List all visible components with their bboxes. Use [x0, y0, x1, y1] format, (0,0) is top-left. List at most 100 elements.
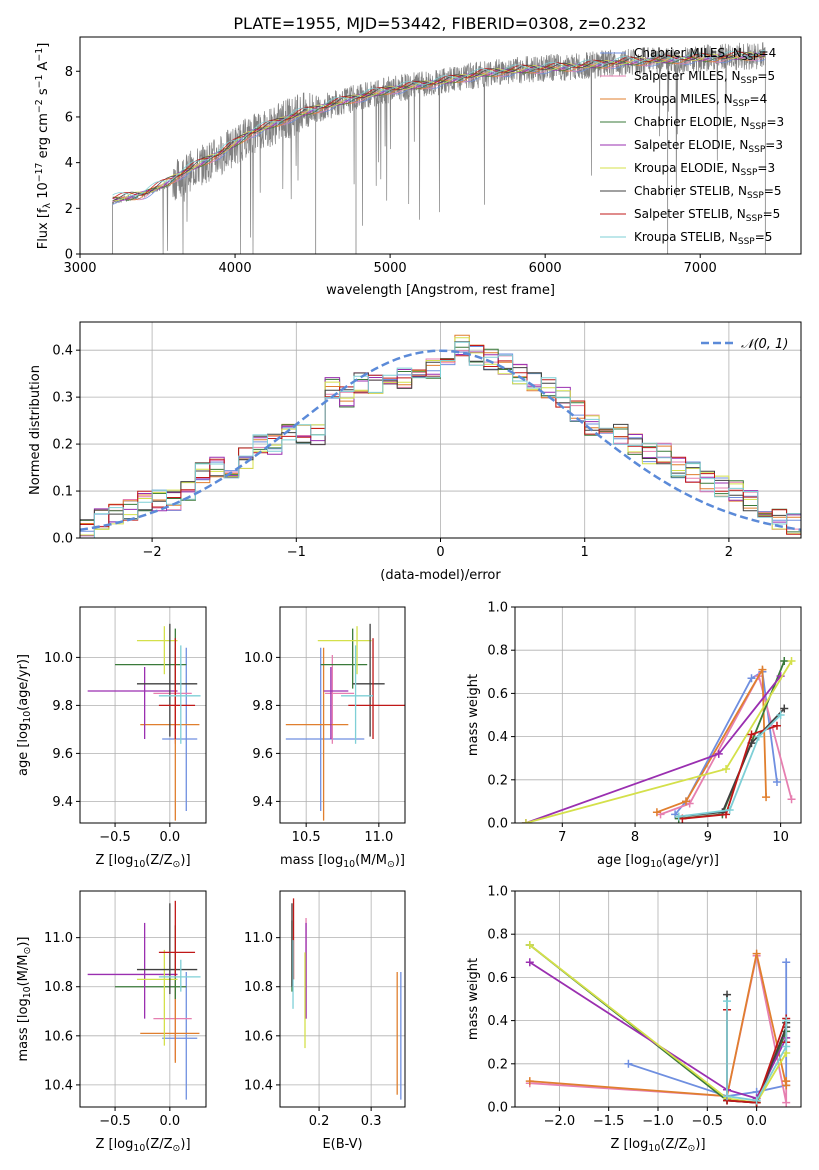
legend-entry-label: Kroupa ELODIE, N	[634, 161, 741, 175]
legend-entry: 𝒩(0, 1)	[741, 337, 788, 352]
mass-weight-marker	[772, 777, 781, 786]
x-tick-label: −2.0	[544, 1114, 576, 1129]
mass-weight-marker	[723, 997, 732, 1006]
plot-area	[87, 623, 201, 821]
y-axis-label-part: Flux [f	[36, 208, 51, 249]
y-axis-label-part: −17	[34, 162, 45, 182]
legend-entry-label: Chabrier MILES, N	[634, 46, 742, 60]
y-tick-label: 0	[65, 248, 73, 263]
x-axis-label-part: (M/M	[355, 853, 387, 868]
y-axis-label: mass weight	[466, 674, 481, 756]
x-tick-label: −0.5	[692, 1114, 724, 1129]
x-tick-label: 1	[581, 545, 589, 560]
y-tick-label: 11.0	[244, 931, 273, 946]
mass-weight-line	[529, 944, 787, 1104]
legend-entry-sub: SSP	[733, 99, 750, 109]
x-axis-label: (data-model)/error	[380, 568, 501, 583]
mass-weight-marker	[525, 941, 534, 949]
y-tick-label: 6	[65, 110, 73, 125]
x-tick-label: 0.3	[361, 1114, 382, 1129]
mass-weight-line	[656, 666, 767, 814]
mass-weight-marker	[752, 1096, 761, 1105]
x-axis-label-part: Z [log	[95, 1137, 133, 1152]
x-axis-label-part: 10	[133, 1143, 145, 1154]
panel-mass-vs-EBV: 0.2 0.3 10.4 10.6 10.8 11.0 E(B-V)	[244, 890, 406, 1152]
x-tick-label: 9	[704, 830, 712, 845]
mass-weight-marker	[521, 819, 530, 823]
axes-frame	[279, 606, 406, 824]
y-tick-label: 10.0	[44, 651, 73, 666]
x-tick-label: 8	[631, 830, 639, 845]
y-tick-label: 4	[65, 156, 73, 171]
y-tick-label: 0.4	[52, 344, 73, 359]
plot-area	[80, 334, 801, 538]
mass-weight-marker	[776, 711, 785, 719]
gaussian-reference-line	[80, 349, 801, 532]
legend-entry: Kroupa MILES, NSSP=4	[634, 92, 767, 109]
axes-frame	[514, 606, 802, 824]
x-axis-label-part: ⊙	[387, 859, 395, 870]
legend-entry-label: Salpeter STELIB, N	[634, 207, 746, 221]
mass-weight-marker	[782, 958, 791, 967]
legend-entry: Kroupa STELIB, NSSP=5	[634, 230, 772, 247]
y-tick-label: 0.0	[487, 1101, 508, 1116]
x-tick-label: 2	[725, 545, 733, 560]
legend-entry-sub: SSP	[746, 214, 763, 224]
x-tick-label: 0.0	[159, 830, 180, 845]
x-axis-label-part: (Z/Z	[660, 1137, 687, 1152]
y-tick-label: 0.8	[487, 644, 508, 659]
plot-area	[291, 898, 402, 1100]
model-spectrum-line	[112, 51, 766, 201]
x-tick-label: 10	[772, 830, 789, 845]
x-tick-label: 0	[436, 545, 444, 560]
legend-entry-sub: SSP	[750, 122, 767, 132]
panel-age-vs-mass: 10.5 11.0 9.4 9.6 9.8 10.0 mass [log10(M/M⊙)]	[244, 606, 406, 870]
y-tick-label: 8	[65, 65, 73, 80]
y-axis-label-part: 10	[22, 711, 33, 723]
x-axis-label-part: ⊙	[173, 1143, 181, 1154]
legend-entry-end: =5	[757, 69, 775, 83]
legend-entry-end: =4	[750, 92, 768, 106]
panel-residuals: −2 −1 0 1 2 0.0 0.1 0.2 0.3 0.4 𝒩(0, 1)	[52, 321, 802, 560]
x-axis-label-part: (Z/Z	[145, 1137, 172, 1152]
mass-weight-marker	[725, 806, 734, 815]
y-tick-label: 0.0	[52, 532, 73, 547]
model-spectrum-line	[112, 51, 766, 199]
y-axis-label-part: s	[36, 88, 51, 99]
panel-mass-weight-vs-Z: −2.0 −1.5 −1.0 −0.5 0.0 0.0 0.2 0.4 0.6 0.8 1.0 Z […	[466, 885, 802, 1154]
plot-area	[87, 900, 201, 1100]
y-tick-label: 10.0	[244, 651, 273, 666]
y-tick-label: 0.2	[487, 773, 508, 788]
mass-weight-marker	[525, 958, 534, 967]
legend-entry-sub: SSP	[738, 237, 755, 247]
legend-entry: Chabrier STELIB, NSSP=5	[634, 184, 782, 201]
y-tick-label: 11.0	[44, 931, 73, 946]
x-axis-label: Z [log10(Z/Z⊙)]	[610, 1137, 705, 1154]
mass-weight-marker	[747, 730, 756, 739]
mass-weight-marker	[722, 810, 731, 819]
y-axis-label-part: mass [log	[16, 998, 31, 1061]
x-tick-label: 3000	[63, 261, 96, 276]
y-tick-label: 9.4	[252, 795, 273, 810]
legend-entry-end: =5	[755, 230, 773, 244]
y-tick-label: 10.4	[44, 1078, 73, 1093]
panel-mass-vs-Z: −0.5 0.010.410.610.811.0Z [log10(Z/Z⊙)]ma…	[16, 890, 207, 1154]
mass-weight-marker	[674, 812, 683, 821]
x-axis-label-part: ⊙	[173, 859, 181, 870]
legend-entry-end: =3	[765, 138, 783, 152]
mass-weight-marker	[780, 704, 789, 713]
mass-weight-marker	[722, 765, 731, 773]
x-tick-label: 7	[558, 830, 566, 845]
mass-weight-line	[660, 673, 793, 816]
y-tick-label: 0.2	[487, 1057, 508, 1072]
y-tick-label: 0.4	[487, 730, 508, 745]
x-axis-label-part: (Z/Z	[145, 853, 172, 868]
axes-frame	[79, 36, 802, 255]
mass-weight-marker	[652, 808, 661, 817]
plot-area	[112, 42, 766, 254]
plot-area	[285, 623, 405, 821]
x-axis-label-part: 10	[648, 1143, 660, 1154]
y-axis-label-part: 10	[36, 182, 51, 203]
